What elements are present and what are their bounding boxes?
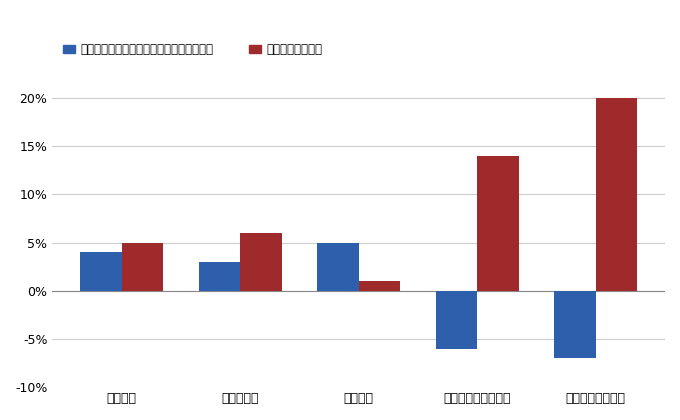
Bar: [240, 233, 282, 291]
Bar: [358, 281, 400, 291]
Bar: [554, 291, 596, 358]
Bar: [122, 242, 163, 291]
Bar: [317, 242, 358, 291]
Bar: [596, 98, 637, 291]
Bar: [477, 156, 519, 291]
Bar: [199, 262, 240, 291]
Bar: [436, 291, 477, 349]
Legend: 失業者に対する財政支援措置を講じるべき, 輸入を制限すべき: 失業者に対する財政支援措置を講じるべき, 輸入を制限すべき: [58, 38, 327, 60]
Bar: [80, 252, 122, 291]
